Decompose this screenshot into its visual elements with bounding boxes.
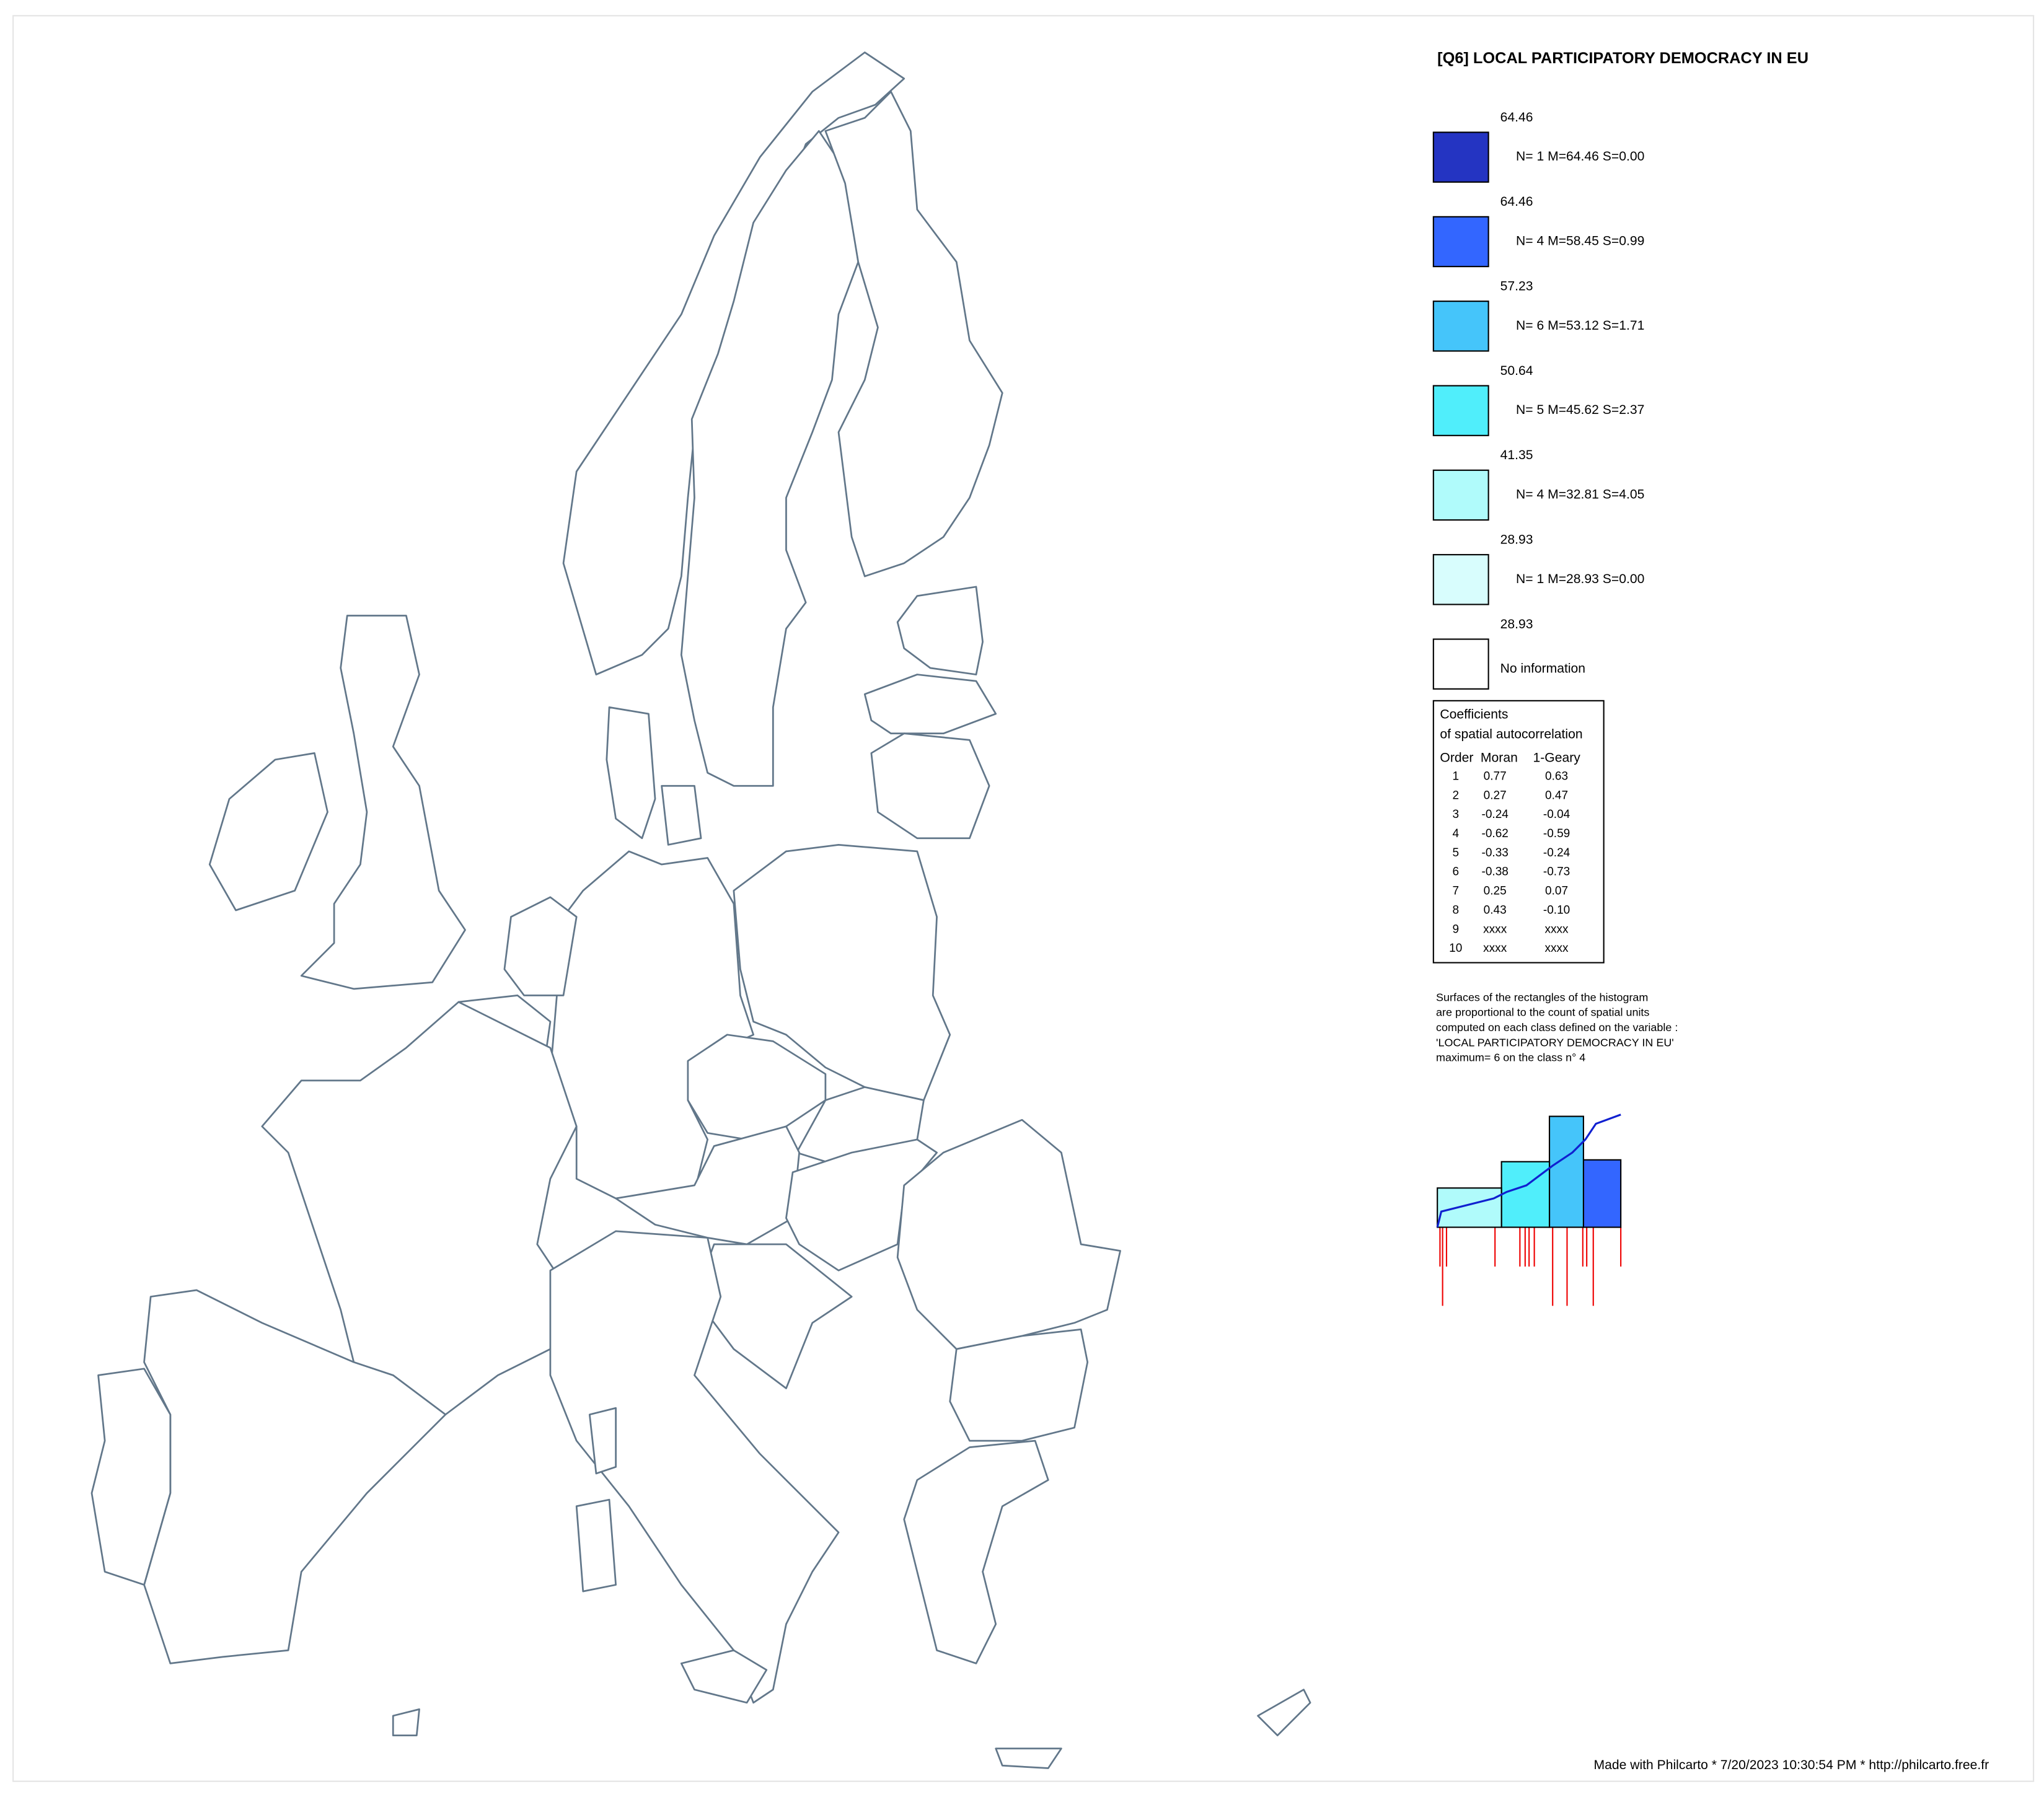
country — [606, 706, 656, 840]
class-box — [1432, 385, 1489, 436]
coef-cell: 3 — [1452, 808, 1459, 821]
coef-cell: 10 — [1449, 942, 1462, 955]
coef-cell: 0.27 — [1484, 789, 1507, 802]
class-box — [1432, 301, 1489, 352]
class-label: N= 4 M=58.45 S=0.99 — [1516, 234, 1644, 248]
class-label: N= 1 M=64.46 S=0.00 — [1516, 149, 1644, 164]
coef-cell: -0.10 — [1543, 903, 1570, 916]
country — [903, 1439, 1049, 1664]
country — [208, 752, 328, 912]
class-bound: 28.93 — [1500, 532, 1533, 547]
histogram-decor — [1439, 1227, 1622, 1306]
coef-header: Moran — [1481, 750, 1518, 765]
coef-cell: 2 — [1452, 789, 1459, 802]
country — [575, 1498, 617, 1593]
coef-cell: 7 — [1452, 885, 1459, 898]
class-box — [1432, 554, 1489, 605]
country — [1257, 1689, 1311, 1737]
cumulative-curve — [1436, 1114, 1621, 1228]
country — [549, 1230, 840, 1704]
class-label: N= 5 M=45.62 S=2.37 — [1516, 403, 1644, 417]
histogram-note: Surfaces of the rectangles of the histog… — [1436, 991, 1648, 1003]
class-bound: 41.35 — [1500, 448, 1533, 462]
coef-cell: -0.38 — [1482, 866, 1509, 879]
class-bound: 64.46 — [1500, 110, 1533, 125]
histogram-bar — [1582, 1159, 1622, 1228]
histogram-note: maximum= 6 on the class n° 4 — [1436, 1052, 1585, 1064]
coef-cell: 0.25 — [1484, 885, 1507, 898]
coef-cell: 4 — [1452, 827, 1459, 840]
country — [503, 896, 578, 996]
histogram-note: are proportional to the count of spatial… — [1436, 1006, 1649, 1019]
class-box — [1432, 131, 1489, 183]
class-bound: 64.46 — [1500, 195, 1533, 209]
class-bound: 57.23 — [1500, 279, 1533, 293]
coef-cell: 0.47 — [1545, 789, 1568, 802]
country — [995, 1747, 1062, 1769]
coef-cell: 8 — [1452, 903, 1459, 916]
histogram-note: computed on each class defined on the va… — [1436, 1021, 1678, 1034]
coef-cell: xxxx — [1545, 942, 1569, 955]
map — [90, 51, 1311, 1769]
coef-cell: 0.07 — [1545, 885, 1568, 898]
coef-cell: 0.77 — [1484, 770, 1507, 783]
country — [896, 1118, 1121, 1350]
coef-header: Order — [1440, 750, 1473, 765]
coef-cell: 1 — [1452, 770, 1459, 783]
coef-cell: -0.24 — [1543, 846, 1570, 859]
coef-cell: 5 — [1452, 846, 1459, 859]
coef-cell: xxxx — [1483, 942, 1507, 955]
coef-cell: xxxx — [1545, 923, 1569, 936]
histogram-bar — [1500, 1161, 1551, 1228]
coef-cell: 9 — [1452, 923, 1459, 936]
histogram-bar — [1437, 1187, 1502, 1228]
footer: Made with Philcarto * 7/20/2023 10:30:54… — [1594, 1758, 1989, 1772]
coef-cell: -0.33 — [1482, 846, 1509, 859]
no-info-label: No information — [1500, 662, 1585, 676]
coef-title: of spatial autocorrelation — [1440, 727, 1582, 741]
coef-cell: 0.63 — [1545, 770, 1568, 783]
country — [392, 1708, 420, 1737]
coefficients-box — [1432, 700, 1605, 964]
country — [680, 130, 860, 787]
coef-cell: 6 — [1452, 866, 1459, 879]
histogram-note: 'LOCAL PARTICIPATORY DEMOCRACY IN EU' — [1436, 1036, 1674, 1048]
country — [896, 586, 984, 675]
coef-cell: -0.73 — [1543, 866, 1570, 879]
country — [824, 90, 1003, 578]
coef-cell: -0.59 — [1543, 827, 1570, 840]
country — [870, 732, 990, 840]
country — [90, 1368, 172, 1586]
country — [733, 843, 951, 1101]
coef-cell: 0.43 — [1484, 903, 1507, 916]
title: [Q6] LOCAL PARTICIPATORY DEMOCRACY IN EU — [1437, 50, 1808, 67]
no-info-box — [1432, 638, 1489, 690]
class-box — [1432, 469, 1489, 521]
coef-title: Coefficients — [1440, 708, 1508, 722]
coef-cell: -0.62 — [1482, 827, 1509, 840]
class-box — [1432, 216, 1489, 268]
histogram-bar — [1548, 1115, 1584, 1228]
class-label: N= 6 M=53.12 S=1.71 — [1516, 319, 1644, 333]
class-label: N= 4 M=32.81 S=4.05 — [1516, 488, 1644, 502]
coef-cell: -0.24 — [1482, 808, 1509, 821]
coef-cell: -0.04 — [1543, 808, 1570, 821]
coef-cell: xxxx — [1483, 923, 1507, 936]
class-label: N= 1 M=28.93 S=0.00 — [1516, 572, 1644, 586]
class-bound: 28.93 — [1500, 617, 1533, 631]
class-bound: 50.64 — [1500, 364, 1533, 378]
country — [588, 1407, 617, 1475]
country — [687, 1034, 827, 1141]
country — [680, 1649, 768, 1704]
country — [863, 674, 997, 735]
country — [661, 784, 702, 846]
country — [300, 615, 466, 990]
coef-header: 1-Geary — [1533, 750, 1581, 765]
country — [949, 1329, 1089, 1442]
country — [562, 51, 905, 675]
